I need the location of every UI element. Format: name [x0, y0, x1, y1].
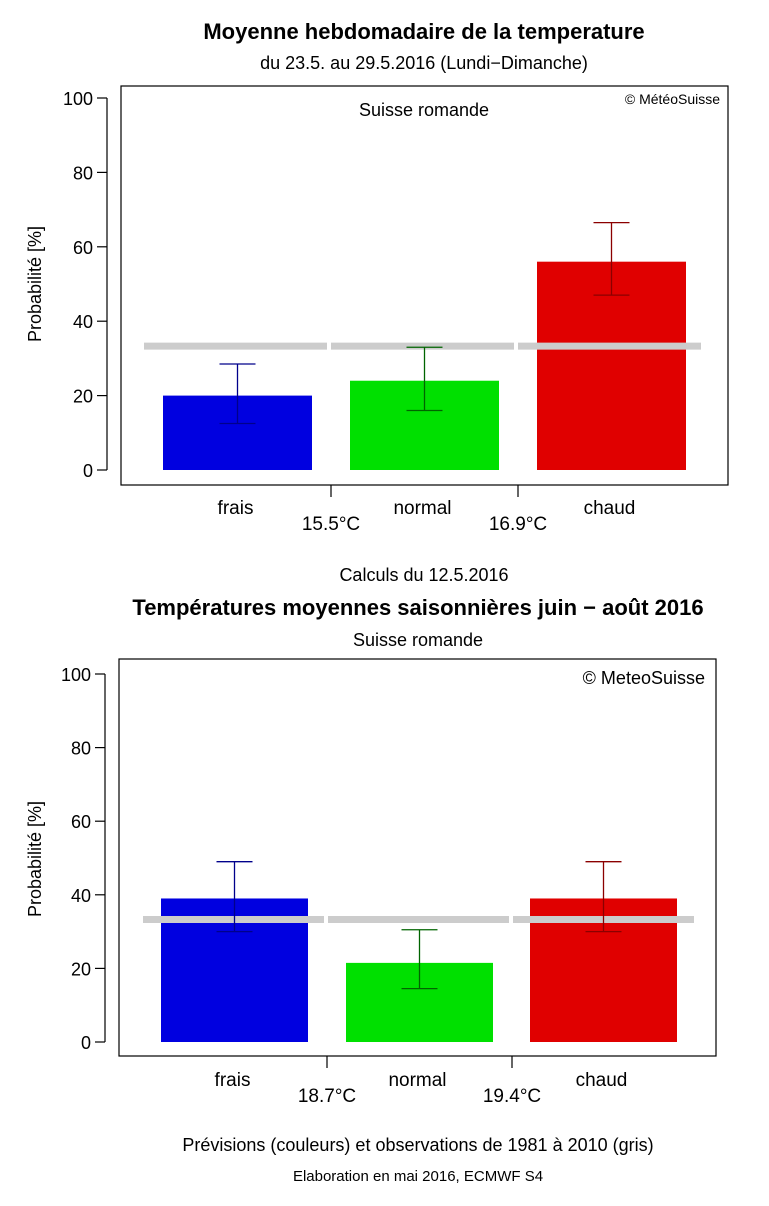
chart1-footer: Calculs du 12.5.2016 [339, 565, 508, 585]
y-tick-label: 60 [73, 238, 93, 258]
y-tick-label: 40 [71, 886, 91, 906]
y-tick-label: 60 [71, 812, 91, 832]
category-label: normal [393, 498, 451, 519]
y-tick-label: 80 [73, 163, 93, 183]
chart1-copyright: © MétéoSuisse [625, 91, 720, 107]
category-label: frais [218, 498, 254, 519]
y-tick-label: 40 [73, 312, 93, 332]
chart2-title: Températures moyennes saisonnières juin … [132, 595, 703, 620]
chart1-region: Suisse romande [359, 100, 489, 120]
chart2-error-bars [216, 861, 622, 990]
chart2-x-axis: frais normal chaud 18.7°C 19.4°C [215, 1056, 628, 1107]
y-tick-label: 100 [63, 89, 93, 109]
category-label: chaud [576, 1070, 628, 1091]
category-label: normal [388, 1070, 446, 1091]
weekly-chart: Moyenne hebdomadaire de la temperature d… [25, 19, 729, 585]
chart1-subtitle: du 23.5. au 29.5.2016 (Lundi−Dimanche) [260, 53, 588, 73]
chart1-error-bars [219, 221, 630, 425]
chart2-ylabel: Probabilité [%] [25, 801, 45, 917]
bar-chaud [537, 261, 686, 470]
threshold-label: 19.4°C [483, 1086, 541, 1107]
threshold-label: 15.5°C [302, 514, 360, 535]
chart1-plot-frame [120, 85, 729, 486]
category-label: chaud [584, 498, 636, 519]
seasonal-chart: Températures moyennes saisonnières juin … [25, 595, 717, 1185]
chart1-ylabel: Probabilité [%] [25, 226, 45, 342]
chart2-copyright: © MeteoSuisse [583, 668, 705, 688]
chart2-footer2: Elaboration en mai 2016, ECMWF S4 [293, 1168, 543, 1185]
chart1-title: Moyenne hebdomadaire de la temperature [203, 19, 644, 44]
threshold-label: 16.9°C [489, 514, 547, 535]
chart2-subtitle: Suisse romande [353, 630, 483, 650]
category-label: frais [215, 1070, 251, 1091]
y-tick-label: 100 [61, 665, 91, 685]
threshold-label: 18.7°C [298, 1086, 356, 1107]
y-tick-label: 80 [71, 739, 91, 759]
y-tick-label: 0 [83, 461, 93, 481]
chart2-footer: Prévisions (couleurs) et observations de… [182, 1135, 653, 1155]
y-tick-label: 20 [73, 387, 93, 407]
chart1-x-axis: frais normal chaud 15.5°C 16.9°C [218, 485, 636, 535]
chart2-y-axis: 0 20 40 60 80 100 [61, 665, 106, 1053]
chart2-plot-frame [118, 658, 717, 1057]
chart1-y-axis: 0 20 40 60 80 100 [63, 89, 108, 481]
y-tick-label: 0 [81, 1033, 91, 1053]
y-tick-label: 20 [71, 959, 91, 979]
